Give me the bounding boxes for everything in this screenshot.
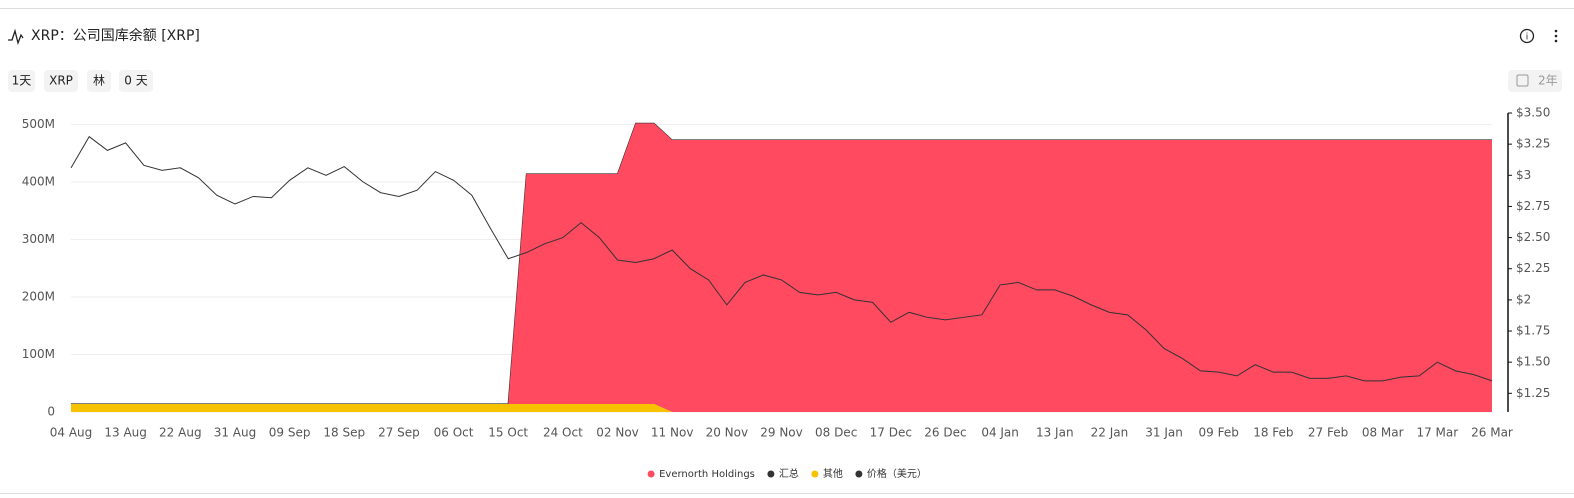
area xyxy=(71,403,1492,412)
x-tick-label: 08 Mar xyxy=(1362,426,1404,440)
x-tick-label: 04 Aug xyxy=(50,426,93,440)
y2-tick-label: $1.50 xyxy=(1516,355,1550,369)
x-tick-label: 31 Jan xyxy=(1145,426,1183,440)
legend-label: Evernorth Holdings xyxy=(659,469,755,480)
button-label: 林 xyxy=(93,74,105,88)
x-tick-label: 18 Feb xyxy=(1253,426,1293,440)
x-tick-label: 11 Nov xyxy=(651,426,694,440)
legend-marker xyxy=(647,470,655,478)
button-label: 1天 xyxy=(12,74,32,88)
x-tick-label: 29 Nov xyxy=(760,426,803,440)
x-tick-label: 22 Jan xyxy=(1091,426,1129,440)
y2-tick-label: $1.25 xyxy=(1516,386,1550,400)
y2-tick-label: $2 xyxy=(1516,292,1531,306)
legend-label: 其他 xyxy=(823,467,843,480)
y-tick-label: 300M xyxy=(22,232,55,246)
y2-tick-label: $2.50 xyxy=(1516,230,1550,244)
info-glyph: i xyxy=(1526,33,1529,43)
calendar-icon xyxy=(1516,74,1529,87)
x-tick-label: 31 Aug xyxy=(214,426,257,440)
x-tick-label: 02 Nov xyxy=(596,426,639,440)
x-tick-label: 17 Dec xyxy=(870,426,912,440)
legend-label: 价格（美元） xyxy=(867,467,927,480)
chart-icon xyxy=(8,28,24,46)
x-tick-label: 13 Aug xyxy=(104,426,147,440)
y2-tick-label: $3 xyxy=(1516,168,1531,182)
x-tick-label: 26 Mar xyxy=(1471,426,1513,440)
x-tick-label: 27 Feb xyxy=(1308,426,1348,440)
x-tick-label: 09 Sep xyxy=(269,426,311,440)
y-tick-label: 400M xyxy=(22,175,55,189)
plot: 0 100M 200M 300M 400M 500M $1.25 $1.50 $1.75 $2 $2… xyxy=(22,106,1551,481)
x-tick-label: 24 Oct xyxy=(543,426,583,440)
x-tick-label: 22 Aug xyxy=(159,426,202,440)
price-line xyxy=(70,135,1493,382)
legend-marker xyxy=(855,470,863,478)
y-tick-label: 200M xyxy=(22,290,55,304)
y2-tick-label: $3.25 xyxy=(1516,137,1550,151)
x-tick-label: 27 Sep xyxy=(378,426,420,440)
chart-title: XRP：公司国库余额 [XRP] xyxy=(31,27,200,44)
x-tick-label: 08 Dec xyxy=(815,426,857,440)
x-tick-label: 26 Dec xyxy=(924,426,966,440)
x-tick-label: 06 Oct xyxy=(434,426,474,440)
x-tick-label: 09 Feb xyxy=(1199,426,1239,440)
y2-tick-label: $1.75 xyxy=(1516,324,1550,338)
x-tick-label: 17 Mar xyxy=(1416,426,1458,440)
y2-tick-label: $2.75 xyxy=(1516,199,1550,213)
x-tick-label: 15 Oct xyxy=(488,426,528,440)
y-tick-label: 100M xyxy=(22,347,55,361)
y-tick-label: 500M xyxy=(22,117,55,131)
x-tick-label: 20 Nov xyxy=(706,426,749,440)
y-tick-label: 0 xyxy=(47,405,55,419)
y2-tick-label: $2.25 xyxy=(1516,261,1550,275)
button[interactable] xyxy=(44,70,78,92)
x-tick-label: 18 Sep xyxy=(323,426,365,440)
header: XRP：公司国库余额 [XRP] i 1天 XRP 林 0 天 2年 xyxy=(8,27,1562,92)
button[interactable] xyxy=(87,70,111,92)
button-label: XRP xyxy=(49,74,73,88)
legend: Evernorth Holdings 汇总 其他 价格（美元） xyxy=(647,467,927,480)
area xyxy=(71,123,1492,412)
button[interactable] xyxy=(8,70,35,92)
menu-button[interactable] xyxy=(1554,29,1558,43)
x-tick-label: 13 Jan xyxy=(1036,426,1074,440)
range-label: 2年 xyxy=(1538,74,1558,88)
y2-tick-label: $3.50 xyxy=(1516,106,1550,120)
info-button[interactable] xyxy=(1519,28,1535,44)
legend-marker xyxy=(767,470,775,478)
legend-marker xyxy=(811,470,819,478)
legend-label: 汇总 xyxy=(779,467,799,480)
x-tick-label: 04 Jan xyxy=(981,426,1019,440)
button[interactable] xyxy=(119,70,153,92)
button-label: 0 天 xyxy=(124,74,147,88)
